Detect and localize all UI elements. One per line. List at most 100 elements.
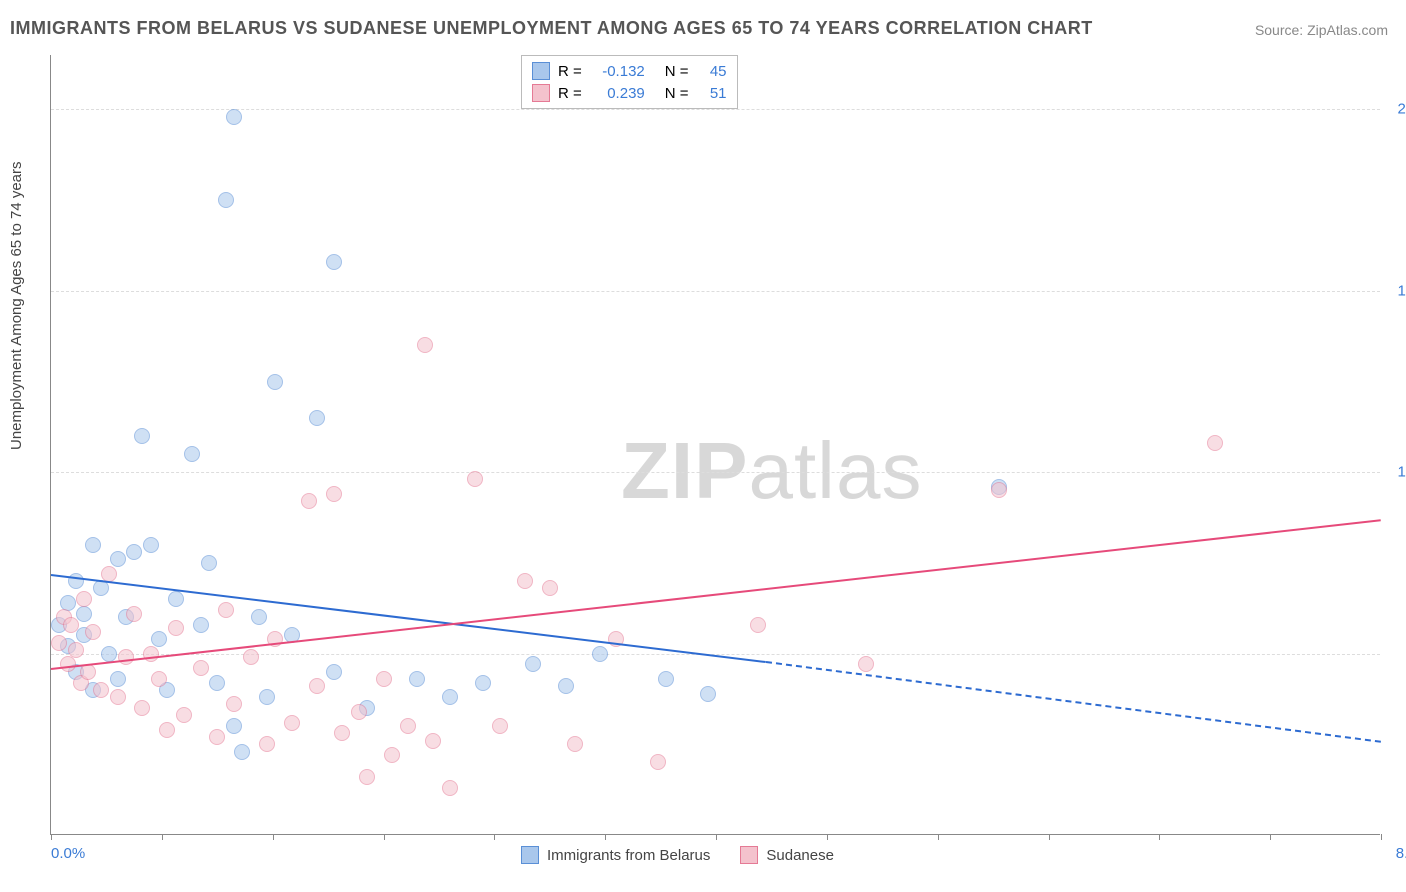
- x-tick: [938, 834, 939, 840]
- y-axis-label: Unemployment Among Ages 65 to 74 years: [8, 161, 25, 450]
- series-legend-item: Immigrants from Belarus: [521, 846, 710, 864]
- data-point: [110, 671, 126, 687]
- trend-line: [766, 661, 1381, 743]
- x-tick: [273, 834, 274, 840]
- data-point: [858, 656, 874, 672]
- data-point: [425, 733, 441, 749]
- legend-row: R = 0.239 N = 51: [532, 82, 727, 104]
- legend-row: R =-0.132N =45: [532, 60, 727, 82]
- data-point: [259, 736, 275, 752]
- data-point: [259, 689, 275, 705]
- data-point: [567, 736, 583, 752]
- data-point: [101, 646, 117, 662]
- legend-swatch: [521, 846, 539, 864]
- data-point: [417, 337, 433, 353]
- data-point: [267, 374, 283, 390]
- data-point: [467, 471, 483, 487]
- watermark: ZIPatlas: [621, 425, 922, 517]
- data-point: [1207, 435, 1223, 451]
- data-point: [658, 671, 674, 687]
- chart-title: IMMIGRANTS FROM BELARUS VS SUDANESE UNEM…: [10, 18, 1093, 39]
- data-point: [525, 656, 541, 672]
- data-point: [63, 617, 79, 633]
- legend-swatch: [532, 62, 550, 80]
- legend-swatch: [532, 84, 550, 102]
- x-tick: [162, 834, 163, 840]
- data-point: [226, 696, 242, 712]
- legend-n-label: N =: [665, 63, 689, 80]
- legend-r-label: R =: [558, 85, 582, 102]
- x-tick: [51, 834, 52, 840]
- data-point: [201, 555, 217, 571]
- data-point: [243, 649, 259, 665]
- data-point: [193, 660, 209, 676]
- data-point: [51, 635, 67, 651]
- data-point: [209, 675, 225, 691]
- x-tick: [384, 834, 385, 840]
- data-point: [143, 537, 159, 553]
- data-point: [126, 544, 142, 560]
- data-point: [376, 671, 392, 687]
- data-point: [351, 704, 367, 720]
- data-point: [85, 537, 101, 553]
- data-point: [384, 747, 400, 763]
- data-point: [492, 718, 508, 734]
- data-point: [251, 609, 267, 625]
- legend-r-value: 0.239: [590, 85, 645, 102]
- data-point: [650, 754, 666, 770]
- data-point: [359, 769, 375, 785]
- data-point: [93, 682, 109, 698]
- data-point: [409, 671, 425, 687]
- data-point: [442, 689, 458, 705]
- data-point: [76, 606, 92, 622]
- data-point: [750, 617, 766, 633]
- data-point: [218, 192, 234, 208]
- x-tick: [827, 834, 828, 840]
- data-point: [326, 664, 342, 680]
- legend-n-value: 51: [697, 85, 727, 102]
- legend-swatch: [740, 846, 758, 864]
- data-point: [110, 689, 126, 705]
- data-point: [475, 675, 491, 691]
- data-point: [110, 551, 126, 567]
- data-point: [517, 573, 533, 589]
- series-legend: Immigrants from Belarus Sudanese: [521, 846, 834, 864]
- data-point: [126, 606, 142, 622]
- source-attribution: Source: ZipAtlas.com: [1255, 22, 1388, 38]
- legend-n-label: N =: [665, 85, 689, 102]
- data-point: [400, 718, 416, 734]
- data-point: [558, 678, 574, 694]
- data-point: [168, 620, 184, 636]
- data-point: [226, 718, 242, 734]
- data-point: [326, 486, 342, 502]
- data-point: [184, 446, 200, 462]
- series-name: Sudanese: [766, 847, 834, 864]
- data-point: [309, 678, 325, 694]
- y-tick-label: 5.0%: [1385, 645, 1406, 662]
- data-point: [326, 254, 342, 270]
- data-point: [151, 671, 167, 687]
- data-point: [542, 580, 558, 596]
- data-point: [991, 482, 1007, 498]
- data-point: [159, 722, 175, 738]
- x-tick: [1270, 834, 1271, 840]
- y-tick-label: 10.0%: [1385, 464, 1406, 481]
- grid-line: [51, 109, 1380, 110]
- legend-r-value: -0.132: [590, 63, 645, 80]
- y-tick-label: 20.0%: [1385, 101, 1406, 118]
- trend-line: [51, 519, 1381, 670]
- x-tick: [716, 834, 717, 840]
- data-point: [151, 631, 167, 647]
- data-point: [284, 715, 300, 731]
- x-tick: [1049, 834, 1050, 840]
- data-point: [209, 729, 225, 745]
- data-point: [134, 700, 150, 716]
- data-point: [218, 602, 234, 618]
- data-point: [700, 686, 716, 702]
- legend-r-label: R =: [558, 63, 582, 80]
- data-point: [101, 566, 117, 582]
- data-point: [334, 725, 350, 741]
- data-point: [193, 617, 209, 633]
- y-tick-label: 15.0%: [1385, 282, 1406, 299]
- x-tick: [605, 834, 606, 840]
